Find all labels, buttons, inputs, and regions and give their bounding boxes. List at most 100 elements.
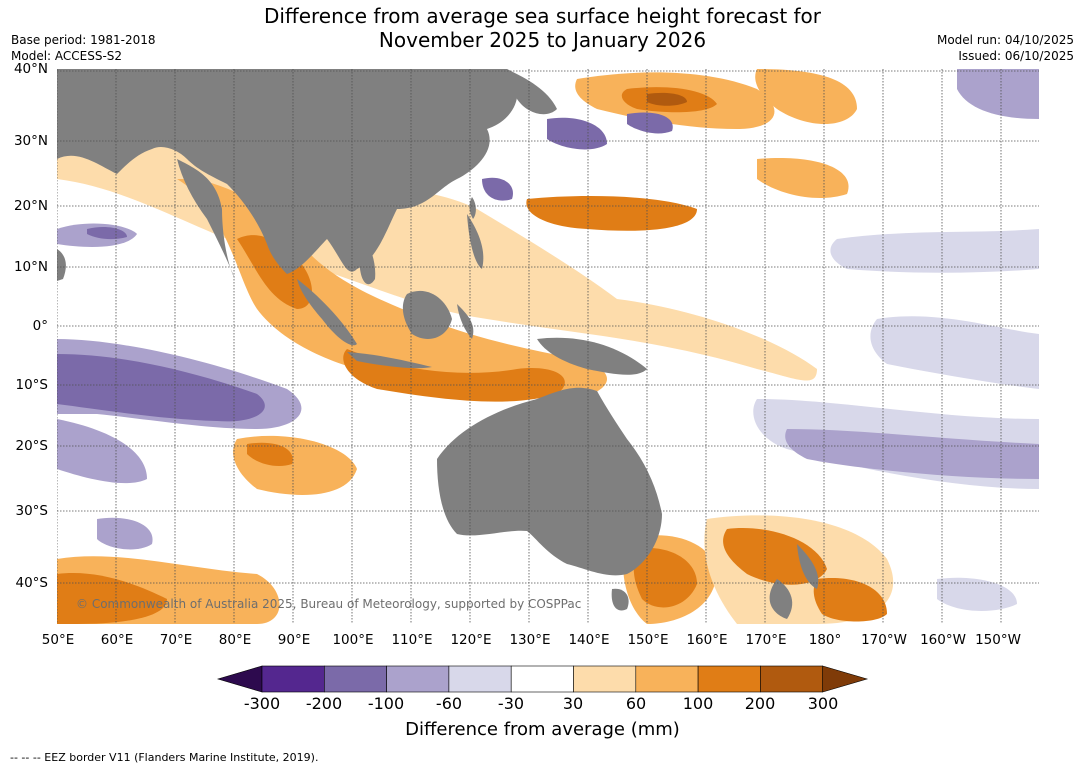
indochina-land (356, 219, 376, 285)
anomaly-region (830, 229, 1039, 273)
anomaly-region (723, 528, 827, 585)
tasmania-land (611, 588, 629, 611)
australia-land (437, 387, 662, 576)
colorbar-tick: -300 (243, 694, 281, 713)
anomaly-region (547, 117, 607, 150)
colorbar-swatch (261, 665, 325, 693)
anomaly-region (755, 69, 857, 124)
anomaly-region (87, 226, 127, 240)
lat-label: 10°S (15, 377, 49, 393)
sumatra-land (297, 279, 357, 346)
japan-land (507, 69, 557, 115)
lon-label: 100°E (332, 632, 374, 648)
lat-label: 40°N (13, 61, 48, 77)
lon-label: 170°E (745, 632, 787, 648)
lon-label: 90°E (277, 632, 311, 648)
lon-label: 180° (808, 632, 842, 648)
base-period: Base period: 1981-2018 (11, 33, 156, 47)
title-line-2: November 2025 to January 2026 (378, 28, 707, 52)
graticule (57, 69, 1039, 624)
lon-label: 80°E (218, 632, 252, 648)
meta-left: Base period: 1981-2018 Model: ACCESS-S2 (11, 32, 156, 64)
anomaly-region (937, 577, 1017, 611)
anomaly-region (870, 316, 1039, 389)
lon-label: 160°E (686, 632, 728, 648)
anomaly-region (813, 578, 887, 622)
colorbar-tick: -60 (435, 694, 463, 713)
lon-label: 120°E (450, 632, 492, 648)
lon-label: 60°E (100, 632, 134, 648)
madagascar-land (57, 249, 66, 281)
lat-label: 10°N (13, 259, 48, 275)
colorbar-tick: 30 (562, 694, 584, 713)
anomaly-region (957, 69, 1039, 119)
lat-label: 40°S (15, 575, 49, 591)
colorbar-tick: -100 (367, 694, 405, 713)
india-land (177, 159, 235, 279)
anomaly-region (526, 196, 697, 231)
colorbar-swatch-below (216, 665, 263, 693)
philippines-land (467, 214, 484, 269)
lon-label: 50°E (41, 632, 75, 648)
sea-surface-height-map[interactable] (57, 69, 1039, 624)
issued-date: Issued: 06/10/2025 (958, 49, 1074, 63)
asia-land (57, 69, 518, 274)
anomaly-region (97, 517, 153, 550)
anomaly-region (633, 548, 697, 608)
anomaly-region (57, 354, 265, 422)
copyright-notice: © Commonwealth of Australia 2025, Bureau… (76, 597, 582, 611)
anomaly-region (785, 429, 1039, 479)
new-guinea-land (537, 337, 647, 375)
colorbar-swatch (697, 665, 761, 693)
lat-label: 30°S (15, 503, 49, 519)
colorbar-swatch (760, 665, 824, 693)
colorbar (216, 665, 869, 693)
anomaly-region (57, 419, 147, 484)
lon-label: 160°W (920, 632, 966, 648)
colorbar-swatch (573, 665, 637, 693)
model-run: Model run: 04/10/2025 (936, 33, 1074, 47)
anomaly-region (57, 573, 167, 624)
anomaly-region (482, 177, 513, 201)
lon-label: 110°E (391, 632, 433, 648)
colorbar-swatch (448, 665, 512, 693)
colorbar-tick: -30 (497, 694, 525, 713)
lat-label: 0° (32, 318, 48, 334)
lon-label: 140°E (568, 632, 610, 648)
anomaly-region (237, 235, 312, 309)
colorbar-tick: 300 (807, 694, 839, 713)
lon-label: 170°W (861, 632, 907, 648)
colorbar-swatch (324, 665, 387, 693)
anomaly-region (757, 158, 849, 199)
model-name: Model: ACCESS-S2 (11, 49, 123, 63)
colorbar-tick: 200 (744, 694, 776, 713)
colorbar-swatch (635, 665, 699, 693)
title-line-1: Difference from average sea surface heig… (263, 4, 822, 28)
lon-label: 150°W (975, 632, 1021, 648)
sulawesi-land (457, 304, 474, 339)
new-zealand-south-land (769, 579, 793, 619)
lat-label: 20°N (13, 198, 48, 214)
colorbar-swatch (386, 665, 450, 693)
meta-right: Model run: 04/10/2025 Issued: 06/10/2025 (937, 32, 1074, 64)
anomaly-region (343, 349, 565, 402)
lon-label: 130°E (509, 632, 551, 648)
colorbar-swatch (510, 665, 574, 693)
lon-label: 150°E (627, 632, 669, 648)
eez-footer-note: -- -- -- EEZ border V11 (Flanders Marine… (10, 751, 319, 764)
colorbar-tick: -200 (305, 694, 343, 713)
lon-label: 70°E (159, 632, 193, 648)
anomaly-region (627, 112, 673, 134)
new-zealand-north-land (797, 544, 819, 589)
lat-label: 20°S (15, 438, 49, 454)
colorbar-tick: 100 (682, 694, 714, 713)
colorbar-label: Difference from average (mm) (405, 719, 680, 740)
lat-label: 30°N (13, 133, 48, 149)
land-masses (57, 69, 819, 619)
colorbar-swatch-above (822, 665, 869, 693)
colorbar-tick: 60 (625, 694, 647, 713)
anomaly-region (647, 92, 687, 106)
anomaly-region (247, 442, 293, 466)
map-title: Difference from average sea surface heig… (0, 4, 1085, 52)
borneo-land (402, 290, 452, 339)
